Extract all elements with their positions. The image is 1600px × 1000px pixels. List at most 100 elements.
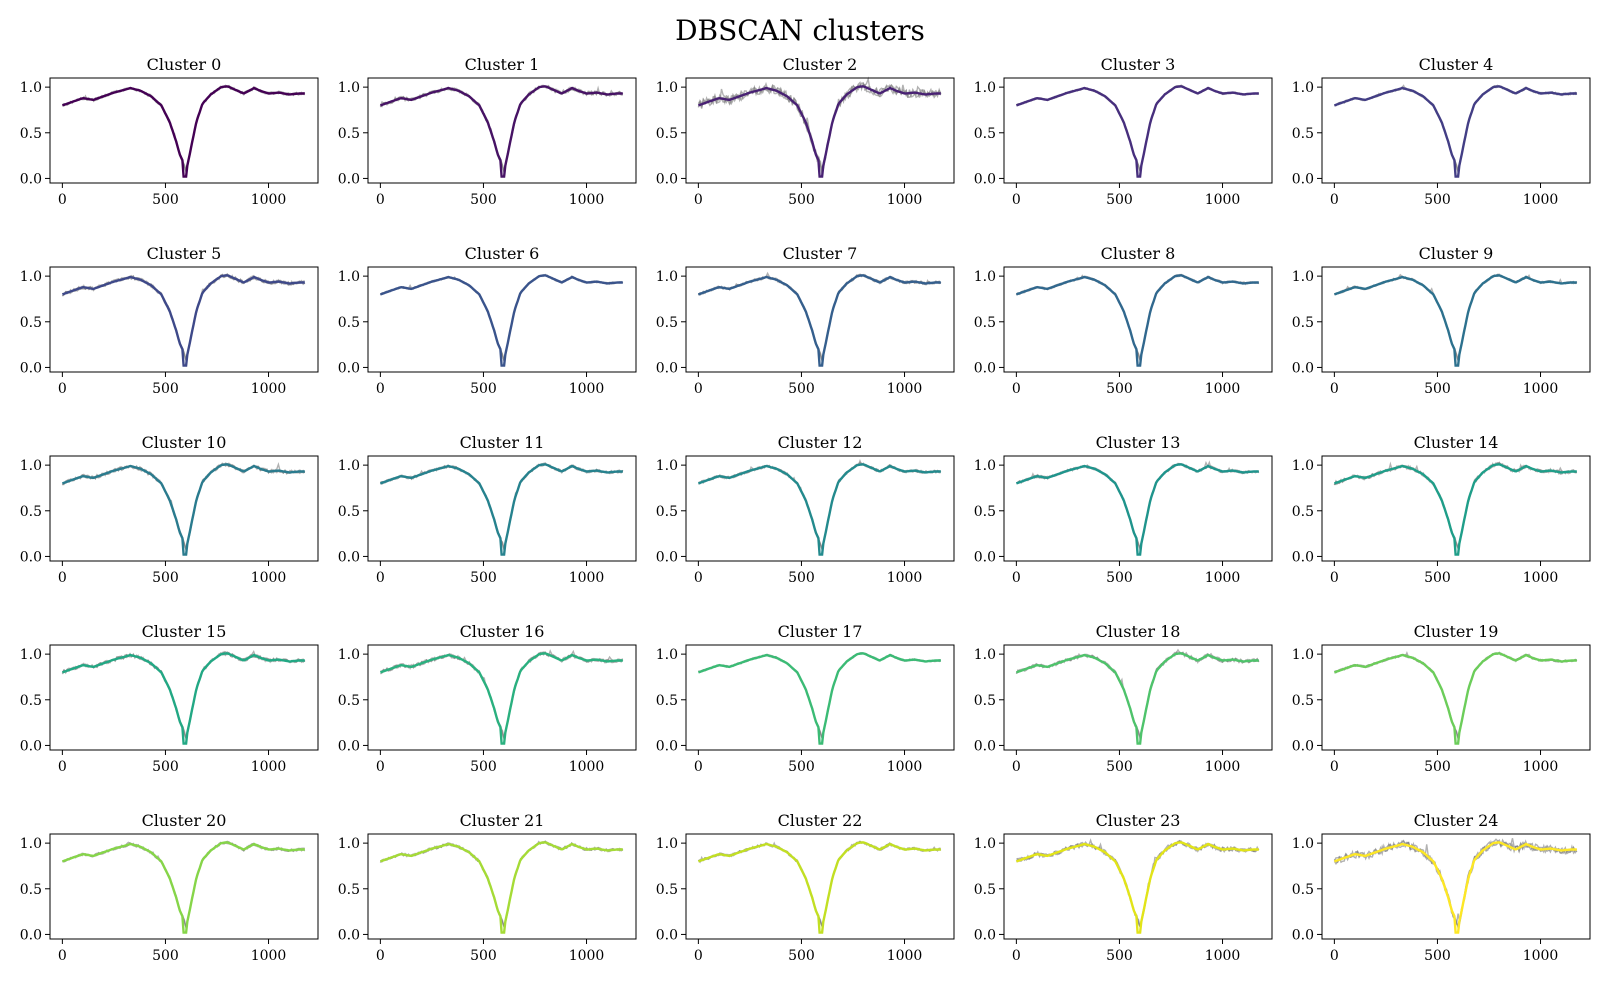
y-tick-label: 1.0 bbox=[974, 458, 996, 474]
plot-frame bbox=[685, 77, 955, 184]
cluster-panel: Cluster 3 0 500 1000 0.0 0.5 1.0 bbox=[974, 55, 1273, 208]
x-tick-label: 0 bbox=[694, 381, 703, 397]
cluster-panel: Cluster 17 0 500 1000 0.0 0.5 1.0 bbox=[656, 622, 955, 775]
y-tick-label: 0.5 bbox=[20, 315, 42, 331]
plot-frame bbox=[1003, 833, 1273, 940]
x-tick-label: 500 bbox=[1424, 192, 1451, 208]
cluster-panel: Cluster 21 0 500 1000 0.0 0.5 1.0 bbox=[338, 811, 637, 964]
cluster-mean-line bbox=[380, 652, 623, 745]
x-tick-label: 500 bbox=[470, 948, 497, 964]
y-tick-label: 0.5 bbox=[974, 693, 996, 709]
x-tick-label: 0 bbox=[1012, 570, 1021, 586]
y-tick-label: 1.0 bbox=[656, 269, 678, 285]
x-tick-label: 500 bbox=[1424, 570, 1451, 586]
cluster-mean-line bbox=[380, 274, 623, 367]
y-tick-label: 0.0 bbox=[974, 927, 996, 943]
x-tick-label: 0 bbox=[694, 948, 703, 964]
y-tick-label: 1.0 bbox=[338, 647, 360, 663]
cluster-panel: Cluster 1 0 500 1000 0.0 0.5 1.0 bbox=[338, 55, 637, 208]
cluster-mean-line bbox=[62, 85, 305, 178]
y-tick-label: 0.0 bbox=[656, 549, 678, 565]
plot-frame bbox=[49, 455, 319, 562]
y-tick-label: 0.0 bbox=[20, 738, 42, 754]
panel-title: Cluster 23 bbox=[1096, 811, 1181, 830]
y-tick-label: 0.0 bbox=[974, 360, 996, 376]
cluster-panel: Cluster 2 0 500 1000 0.0 0.5 1.0 bbox=[656, 55, 955, 208]
x-tick-label: 500 bbox=[152, 759, 179, 775]
plot-frame bbox=[1321, 266, 1591, 373]
y-tick-label: 1.0 bbox=[1292, 269, 1314, 285]
cluster-mean-line bbox=[1016, 85, 1259, 178]
x-tick-label: 0 bbox=[1012, 192, 1021, 208]
x-tick-label: 500 bbox=[152, 570, 179, 586]
x-tick-label: 500 bbox=[1106, 570, 1133, 586]
panel-title: Cluster 2 bbox=[783, 55, 858, 74]
panel-title: Cluster 13 bbox=[1096, 433, 1181, 452]
x-tick-label: 500 bbox=[788, 570, 815, 586]
panel-title: Cluster 3 bbox=[1101, 55, 1176, 74]
x-tick-label: 500 bbox=[152, 381, 179, 397]
y-tick-label: 1.0 bbox=[338, 80, 360, 96]
cluster-mean-line bbox=[380, 85, 623, 178]
cluster-panel: Cluster 7 0 500 1000 0.0 0.5 1.0 bbox=[656, 244, 955, 397]
panel-title: Cluster 8 bbox=[1101, 244, 1176, 263]
plot-frame bbox=[49, 644, 319, 751]
y-tick-label: 0.5 bbox=[338, 126, 360, 142]
y-tick-label: 0.5 bbox=[20, 882, 42, 898]
y-tick-label: 1.0 bbox=[1292, 458, 1314, 474]
cluster-panel: Cluster 20 0 500 1000 0.0 0.5 1.0 bbox=[20, 811, 319, 964]
x-tick-label: 0 bbox=[1330, 759, 1339, 775]
x-tick-label: 1000 bbox=[887, 570, 923, 586]
x-tick-label: 1000 bbox=[251, 381, 287, 397]
y-tick-label: 0.5 bbox=[338, 315, 360, 331]
plot-frame bbox=[367, 455, 637, 562]
cluster-mean-line bbox=[1016, 274, 1259, 367]
y-tick-label: 0.5 bbox=[1292, 126, 1314, 142]
panel-title: Cluster 12 bbox=[778, 433, 863, 452]
cluster-panel: Cluster 19 0 500 1000 0.0 0.5 1.0 bbox=[1292, 622, 1591, 775]
cluster-panel: Cluster 0 0 500 1000 0.0 0.5 1.0 bbox=[20, 55, 319, 208]
cluster-panel: Cluster 6 0 500 1000 0.0 0.5 1.0 bbox=[338, 244, 637, 397]
member-trace bbox=[1333, 838, 1578, 931]
plot-frame bbox=[367, 266, 637, 373]
cluster-mean-line bbox=[1334, 652, 1577, 745]
cluster-mean-line bbox=[1334, 85, 1577, 178]
y-tick-label: 1.0 bbox=[1292, 80, 1314, 96]
member-trace bbox=[698, 459, 942, 550]
y-tick-label: 0.5 bbox=[20, 504, 42, 520]
panel-title: Cluster 10 bbox=[142, 433, 227, 452]
y-tick-label: 0.5 bbox=[338, 504, 360, 520]
cluster-panel: Cluster 22 0 500 1000 0.0 0.5 1.0 bbox=[656, 811, 955, 964]
plot-frame bbox=[685, 266, 955, 373]
plot-frame bbox=[49, 833, 319, 940]
cluster-mean-line bbox=[698, 652, 941, 745]
y-tick-label: 0.0 bbox=[1292, 738, 1314, 754]
x-tick-label: 1000 bbox=[1205, 948, 1241, 964]
y-tick-label: 0.5 bbox=[656, 693, 678, 709]
x-tick-label: 1000 bbox=[1205, 759, 1241, 775]
y-tick-label: 0.0 bbox=[656, 360, 678, 376]
cluster-panel: Cluster 18 0 500 1000 0.0 0.5 1.0 bbox=[974, 622, 1273, 775]
cluster-mean-line bbox=[62, 274, 305, 367]
x-tick-label: 1000 bbox=[251, 759, 287, 775]
y-tick-label: 1.0 bbox=[974, 80, 996, 96]
x-tick-label: 500 bbox=[470, 759, 497, 775]
cluster-mean-line bbox=[1016, 652, 1259, 745]
plot-frame bbox=[685, 833, 955, 940]
panel-title: Cluster 19 bbox=[1414, 622, 1499, 641]
x-tick-label: 500 bbox=[788, 381, 815, 397]
x-tick-label: 0 bbox=[376, 381, 385, 397]
y-tick-label: 0.5 bbox=[974, 126, 996, 142]
x-tick-label: 0 bbox=[1012, 948, 1021, 964]
x-tick-label: 500 bbox=[1424, 759, 1451, 775]
cluster-mean-line bbox=[62, 652, 305, 745]
y-tick-label: 0.5 bbox=[656, 504, 678, 520]
member-trace bbox=[697, 82, 942, 172]
panel-title: Cluster 17 bbox=[778, 622, 863, 641]
cluster-mean-line bbox=[380, 463, 623, 556]
y-tick-label: 0.5 bbox=[1292, 882, 1314, 898]
x-tick-label: 0 bbox=[1012, 759, 1021, 775]
plot-frame bbox=[1321, 833, 1591, 940]
